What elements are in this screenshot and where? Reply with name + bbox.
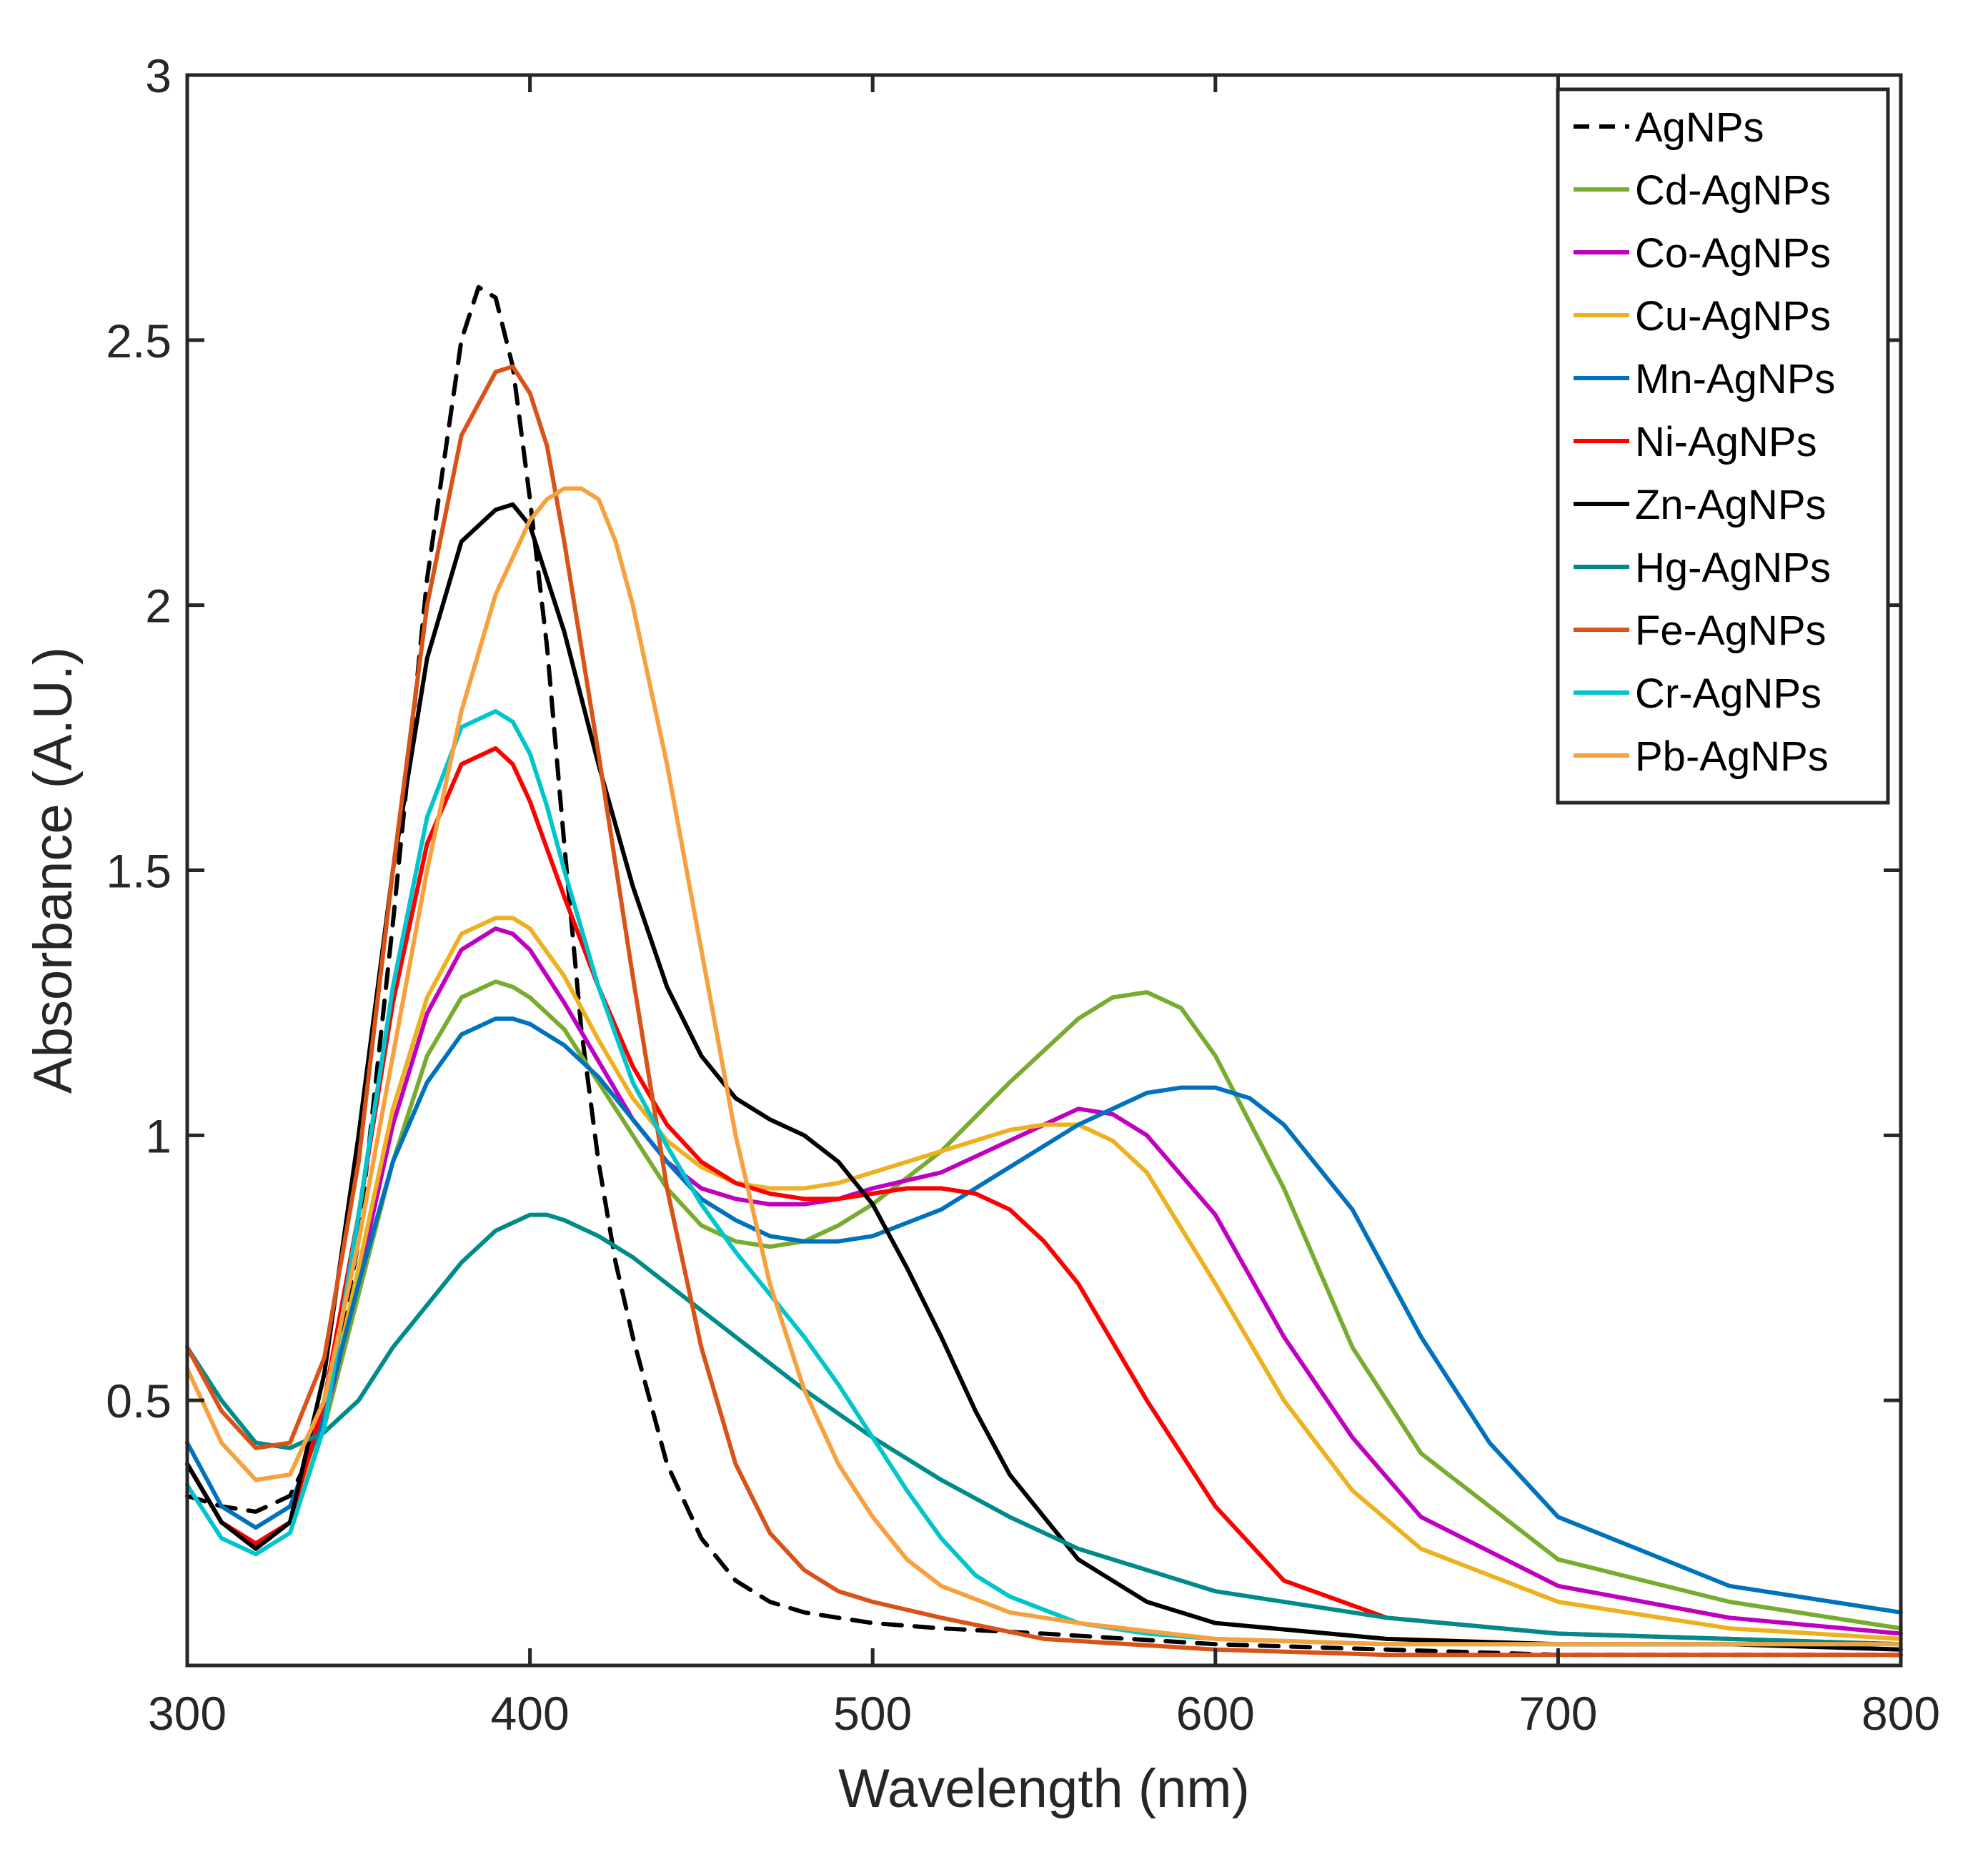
series-line-pb-agnps bbox=[185, 486, 1903, 1647]
tick-layer: 300 400 500 600 700 800 0.5 1 1.5 2 2.5 3 bbox=[106, 49, 1940, 1740]
series-line-co-agnps bbox=[185, 926, 1903, 1636]
y-tick-label: 1 bbox=[145, 1109, 172, 1162]
series-line-hg-agnps bbox=[185, 1212, 1903, 1647]
series-line-mn-agnps bbox=[185, 1016, 1903, 1615]
x-tick-label: 500 bbox=[833, 1687, 912, 1740]
series-layer bbox=[185, 284, 1903, 1658]
legend-entry: Cu-AgNPs bbox=[1635, 293, 1831, 340]
legend-entry: Cd-AgNPs bbox=[1635, 167, 1831, 214]
legend-entry: Co-AgNPs bbox=[1635, 230, 1831, 277]
legend-entry: Ni-AgNPs bbox=[1635, 419, 1817, 465]
x-tick-label: 300 bbox=[148, 1687, 227, 1740]
legend-entry: Zn-AgNPs bbox=[1635, 482, 1827, 528]
x-tick-label: 800 bbox=[1862, 1687, 1940, 1740]
legend-entry: Cr-AgNPs bbox=[1635, 670, 1821, 717]
series-line-fe-agnps bbox=[185, 364, 1903, 1658]
y-tick-label: 1.5 bbox=[106, 845, 172, 898]
legend-entry: Mn-AgNPs bbox=[1635, 356, 1835, 402]
x-tick-label: 600 bbox=[1176, 1687, 1255, 1740]
y-tick-label: 2.5 bbox=[106, 315, 172, 367]
y-tick-label: 0.5 bbox=[106, 1375, 172, 1427]
legend-entry: AgNPs bbox=[1635, 104, 1764, 151]
y-tick-label: 2 bbox=[145, 580, 172, 633]
x-tick-label: 700 bbox=[1519, 1687, 1597, 1740]
legend: AgNPs Cd-AgNPs Co-AgNPs Cu-AgNPs Mn-AgNPs Ni-… bbox=[1556, 87, 1890, 805]
legend-box bbox=[1556, 87, 1890, 805]
x-tick-label: 400 bbox=[491, 1687, 570, 1740]
x-axis-title: Wavelength (nm) bbox=[838, 1758, 1250, 1819]
legend-entry: Pb-AgNPs bbox=[1635, 733, 1829, 780]
y-axis-title: Absorbance (A.U.) bbox=[23, 647, 84, 1094]
legend-entry: Fe-AgNPs bbox=[1635, 608, 1827, 654]
legend-entry: Hg-AgNPs bbox=[1635, 545, 1831, 591]
y-tick-label: 3 bbox=[145, 49, 172, 102]
